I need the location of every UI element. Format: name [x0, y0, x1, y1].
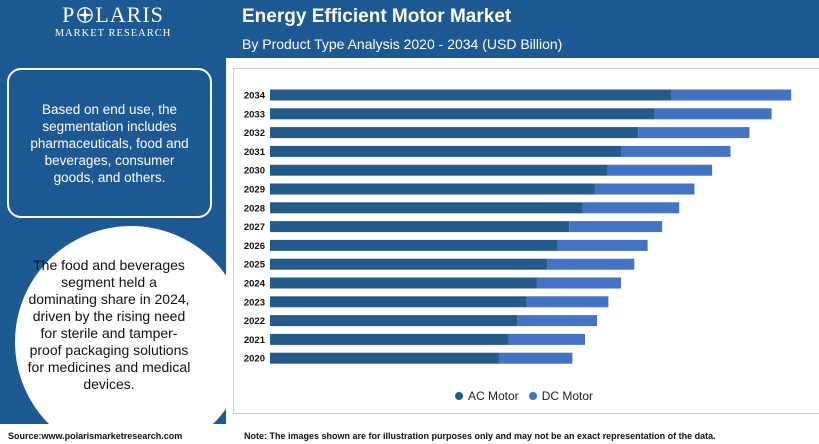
bar-ac-motor-2027 [270, 221, 570, 233]
bar-dc-motor-2026 [557, 239, 648, 251]
logo-wordmark: P LARIS [62, 2, 164, 28]
bar-dc-motor-2031 [621, 145, 731, 157]
bar-dc-motor-2022 [517, 315, 598, 327]
y-tick-label-2034: 2034 [244, 91, 266, 102]
bar-dc-motor-2023 [526, 296, 609, 308]
bar-ac-motor-2020 [270, 352, 499, 364]
end-use-info-box: Based on end use, the segmentation inclu… [7, 68, 212, 218]
bar-dc-motor-2020 [498, 352, 573, 364]
bar-ac-motor-2026 [270, 239, 558, 251]
chart-frame [233, 68, 819, 414]
header-banner: Energy Efficient Motor Market By Product… [226, 0, 819, 58]
chart-legend: AC Motor DC Motor [455, 389, 603, 403]
bar-dc-motor-2033 [654, 108, 772, 120]
legend-label-ac-motor: AC Motor [468, 389, 519, 403]
y-tick-label-2026: 2026 [244, 241, 265, 252]
chart-subtitle: By Product Type Analysis 2020 - 2034 (US… [242, 36, 563, 52]
y-tick-label-2032: 2032 [244, 128, 265, 139]
y-tick-label-2027: 2027 [244, 222, 265, 233]
bar-dc-motor-2024 [536, 277, 622, 289]
bar-dc-motor-2030 [607, 164, 713, 176]
source-text: Source:www.polarismarketresearch.com [8, 431, 183, 441]
compass-star-icon [77, 6, 94, 24]
bar-ac-motor-2034 [270, 89, 672, 101]
y-tick-label-2029: 2029 [244, 185, 265, 196]
bar-ac-motor-2022 [270, 315, 518, 327]
bar-ac-motor-2028 [270, 202, 583, 214]
highlight-circle [15, 226, 247, 444]
y-tick-label-2020: 2020 [244, 354, 265, 365]
bar-dc-motor-2021 [508, 333, 585, 345]
bar-dc-motor-2028 [582, 202, 680, 214]
y-tick-label-2021: 2021 [244, 335, 266, 346]
bar-ac-motor-2024 [270, 277, 537, 289]
y-tick-label-2033: 2033 [244, 109, 265, 120]
bar-dc-motor-2029 [594, 183, 695, 195]
legend-label-dc-motor: DC Motor [541, 389, 594, 403]
logo-letter-p: P [62, 2, 76, 27]
logo-tagline: MARKET RESEARCH [54, 28, 172, 39]
bar-ac-motor-2031 [270, 145, 622, 157]
y-tick-label-2028: 2028 [244, 203, 265, 214]
disclaimer-note: Note: The images shown are for illustrat… [244, 431, 716, 441]
y-tick-label-2023: 2023 [244, 297, 265, 308]
bar-ac-motor-2025 [270, 258, 548, 270]
y-tick-label-2030: 2030 [244, 166, 265, 177]
y-tick-label-2024: 2024 [244, 279, 266, 290]
legend-swatch-ac-motor [455, 392, 463, 400]
bar-ac-motor-2033 [270, 108, 655, 120]
bar-ac-motor-2021 [270, 333, 509, 345]
polaris-logo: P LARIS MARKET RESEARCH [0, 2, 226, 40]
y-tick-label-2022: 2022 [244, 316, 265, 327]
bar-ac-motor-2023 [270, 296, 527, 308]
bar-dc-motor-2034 [671, 89, 792, 101]
bar-ac-motor-2030 [270, 164, 608, 176]
legend-item-ac-motor: AC Motor [455, 389, 519, 403]
bar-dc-motor-2032 [638, 127, 750, 139]
bar-dc-motor-2025 [547, 258, 635, 270]
y-tick-label-2031: 2031 [244, 147, 266, 158]
bar-ac-motor-2032 [270, 127, 639, 139]
chart-title: Energy Efficient Motor Market [242, 6, 512, 27]
highlight-text: The food and beverages segment held a do… [27, 257, 191, 392]
bar-ac-motor-2029 [270, 183, 595, 195]
y-tick-label-2025: 2025 [244, 260, 266, 271]
legend-item-dc-motor: DC Motor [528, 389, 594, 403]
legend-swatch-dc-motor [528, 392, 537, 400]
logo-letters-laris: LARIS [95, 2, 164, 27]
bar-dc-motor-2027 [569, 221, 663, 233]
end-use-info-text: Based on end use, the segmentation inclu… [30, 101, 189, 185]
